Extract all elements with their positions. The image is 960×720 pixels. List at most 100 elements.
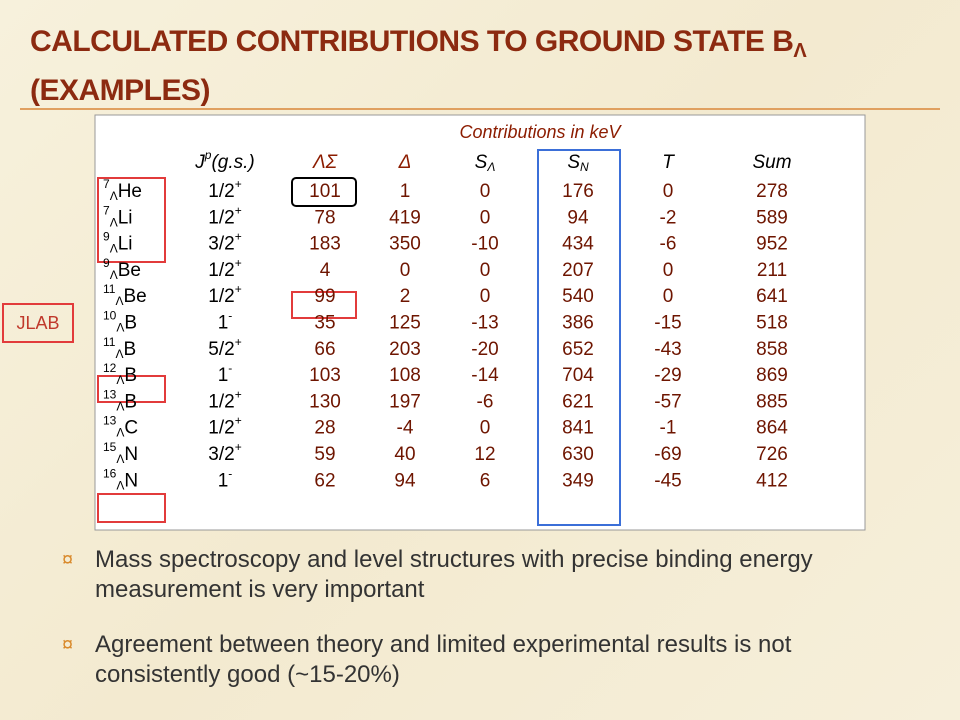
spin-parity: 1- bbox=[218, 466, 233, 491]
cell-value: 94 bbox=[567, 207, 589, 228]
hyperon: Λ bbox=[110, 215, 118, 229]
nucleus-label: 13ΛB bbox=[103, 388, 137, 414]
cell-value: 350 bbox=[389, 234, 421, 255]
cell-value: 952 bbox=[756, 234, 788, 255]
element: B bbox=[124, 391, 137, 412]
column-header: ΛΣ bbox=[312, 152, 338, 173]
bullet-list: Mass spectroscopy and level structures w… bbox=[60, 545, 920, 715]
nucleus-label: 7ΛHe bbox=[103, 177, 142, 203]
spin-parity: 3/2+ bbox=[208, 440, 241, 465]
parity: - bbox=[228, 309, 232, 323]
cell-value: 589 bbox=[756, 207, 788, 228]
spin: 1 bbox=[218, 470, 229, 491]
header-main: S bbox=[475, 152, 488, 173]
mass-number: 15 bbox=[103, 440, 117, 454]
cell-value: 0 bbox=[480, 260, 491, 281]
nucleus-label: 7ΛLi bbox=[103, 203, 133, 229]
element: He bbox=[118, 181, 142, 202]
hyperon: Λ bbox=[116, 400, 124, 414]
table-caption: Contributions in keV bbox=[459, 122, 622, 142]
cell-value: 869 bbox=[756, 365, 788, 386]
header-main: ΛΣ bbox=[312, 152, 338, 173]
header-main: J bbox=[194, 152, 205, 173]
cell-value: 540 bbox=[562, 286, 594, 307]
spin: 1/2 bbox=[208, 286, 234, 307]
mass-number: 9 bbox=[103, 230, 110, 244]
cell-value: 203 bbox=[389, 339, 421, 360]
hyperon: Λ bbox=[116, 426, 124, 440]
column-header: T bbox=[662, 152, 675, 173]
hyperon: Λ bbox=[110, 189, 118, 203]
cell-value: 1 bbox=[400, 181, 411, 202]
cell-value: 207 bbox=[562, 260, 594, 281]
cell-value: 841 bbox=[562, 418, 594, 439]
mass-number: 11 bbox=[103, 282, 116, 296]
header-main: Δ bbox=[398, 152, 412, 173]
spin-parity: 1/2+ bbox=[208, 203, 241, 228]
cell-value: 864 bbox=[756, 418, 788, 439]
highlight-box bbox=[537, 149, 621, 526]
hyperon: Λ bbox=[110, 242, 118, 256]
cell-value: -29 bbox=[654, 365, 681, 386]
parity: + bbox=[235, 414, 242, 428]
header-sub: N bbox=[580, 160, 589, 174]
spin-parity: 1/2+ bbox=[208, 388, 241, 413]
nucleus-label: 11ΛB bbox=[103, 335, 136, 361]
header-main: S bbox=[567, 152, 580, 173]
element: B bbox=[124, 313, 137, 334]
title-rule bbox=[20, 108, 940, 110]
parity: + bbox=[235, 230, 242, 244]
cell-value: 130 bbox=[309, 391, 341, 412]
cell-value: 62 bbox=[314, 470, 335, 491]
cell-value: 103 bbox=[309, 365, 341, 386]
cell-value: 704 bbox=[562, 365, 594, 386]
cell-value: 0 bbox=[663, 286, 674, 307]
element: B bbox=[123, 339, 136, 360]
cell-value: -13 bbox=[471, 313, 498, 334]
nucleus-label: 16ΛN bbox=[103, 466, 138, 492]
spin: 3/2 bbox=[208, 444, 234, 465]
cell-value: 197 bbox=[389, 391, 421, 412]
spin-parity: 1- bbox=[218, 309, 233, 334]
element: Be bbox=[123, 286, 146, 307]
title-text: CALCULATED CONTRIBUTIONS TO GROUND STATE… bbox=[30, 25, 794, 58]
cell-value: 0 bbox=[480, 207, 491, 228]
cell-value: 621 bbox=[562, 391, 594, 412]
column-header: SΛ bbox=[475, 152, 496, 174]
spin-parity: 5/2+ bbox=[208, 335, 241, 360]
cell-value: 78 bbox=[314, 207, 335, 228]
header-sup: p bbox=[204, 148, 212, 162]
spin-parity: 1/2+ bbox=[208, 177, 241, 202]
parity: + bbox=[235, 177, 242, 191]
cell-value: 40 bbox=[394, 444, 415, 465]
mass-number: 12 bbox=[103, 361, 117, 375]
spin-parity: 1/2+ bbox=[208, 282, 241, 307]
cell-value: 0 bbox=[480, 286, 491, 307]
cell-value: -10 bbox=[471, 234, 498, 255]
cell-value: -4 bbox=[397, 418, 414, 439]
cell-value: 35 bbox=[314, 313, 335, 334]
hyperon: Λ bbox=[116, 373, 124, 387]
spin-parity: 3/2+ bbox=[208, 230, 241, 255]
parity: + bbox=[235, 282, 242, 296]
subtitle: (EXAMPLES) bbox=[30, 74, 211, 107]
cell-value: 0 bbox=[480, 418, 491, 439]
element: B bbox=[124, 365, 137, 386]
highlight-box bbox=[97, 493, 166, 523]
parity: + bbox=[235, 440, 242, 454]
spin-parity: 1/2+ bbox=[208, 414, 241, 439]
cell-value: 125 bbox=[389, 313, 421, 334]
cell-value: 386 bbox=[562, 313, 594, 334]
cell-value: 518 bbox=[756, 313, 788, 334]
title-subscript: Λ bbox=[793, 40, 807, 62]
parity: + bbox=[235, 203, 242, 217]
spin-parity: 1/2+ bbox=[208, 256, 241, 281]
element: Be bbox=[118, 260, 141, 281]
cell-value: 0 bbox=[663, 260, 674, 281]
cell-value: -14 bbox=[471, 365, 499, 386]
mass-number: 11 bbox=[103, 335, 116, 349]
table-frame bbox=[94, 114, 866, 531]
cell-value: 412 bbox=[756, 470, 788, 491]
mass-number: 9 bbox=[103, 256, 110, 270]
cell-value: -1 bbox=[660, 418, 677, 439]
